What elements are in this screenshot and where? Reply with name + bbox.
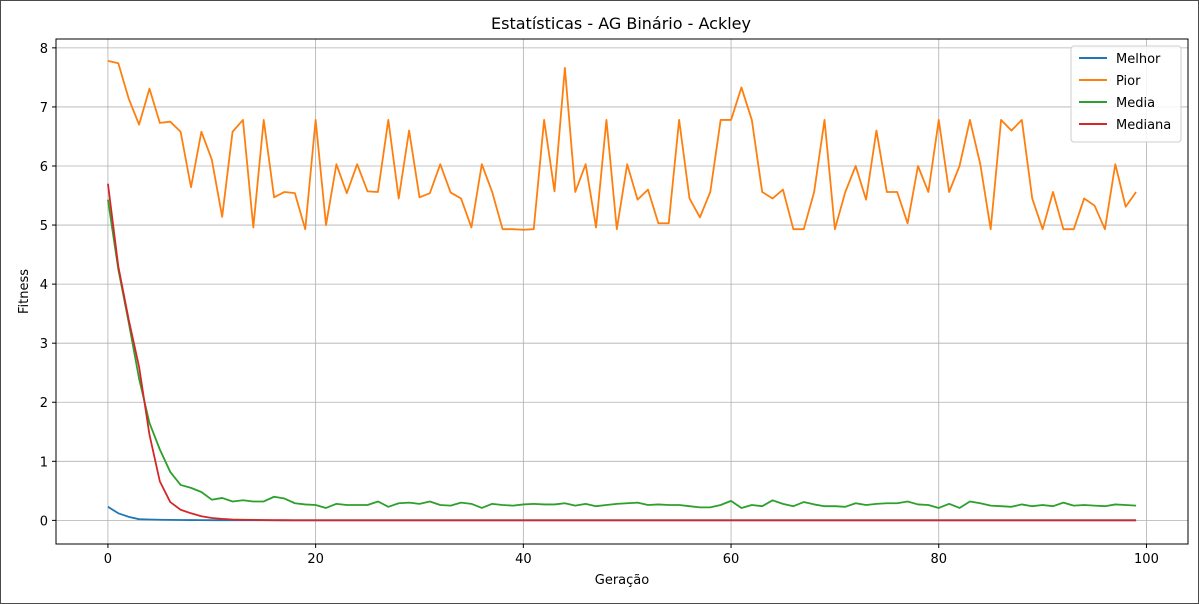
- x-tick-label: 40: [515, 552, 532, 567]
- legend-box: [1070, 45, 1182, 143]
- y-axis-label: Fitness: [17, 269, 32, 314]
- y-tick-label: 3: [40, 337, 48, 352]
- y-tick-label: 4: [40, 278, 48, 293]
- y-tick-label: 7: [40, 101, 48, 116]
- legend-label-media: Media: [1116, 96, 1155, 111]
- y-tick-label: 5: [40, 219, 48, 234]
- series-line-media: [107, 199, 1137, 509]
- x-tick-label: 80: [930, 552, 947, 567]
- legend-label-melhor: Melhor: [1116, 52, 1161, 67]
- y-tick-label: 6: [40, 160, 48, 175]
- series-line-pior: [107, 59, 1137, 231]
- legend-label-mediana: Mediana: [1116, 118, 1171, 133]
- x-tick-label: 20: [307, 552, 324, 567]
- x-tick-label: 100: [1134, 552, 1159, 567]
- axes-frame: [55, 38, 1189, 545]
- y-tick-label: 1: [40, 455, 48, 470]
- series-line-melhor: [107, 506, 1137, 522]
- legend-label-pior: Pior: [1116, 74, 1141, 89]
- y-tick-label: 2: [40, 396, 48, 411]
- series-line-mediana: [107, 183, 1137, 522]
- x-tick-label: 0: [104, 552, 112, 567]
- y-tick-label: 0: [40, 514, 48, 529]
- x-tick-label: 60: [723, 552, 740, 567]
- y-tick-label: 8: [40, 42, 48, 57]
- chart-title: Estatísticas - AG Binário - Ackley: [491, 14, 751, 33]
- x-axis-label: Geração: [595, 573, 649, 588]
